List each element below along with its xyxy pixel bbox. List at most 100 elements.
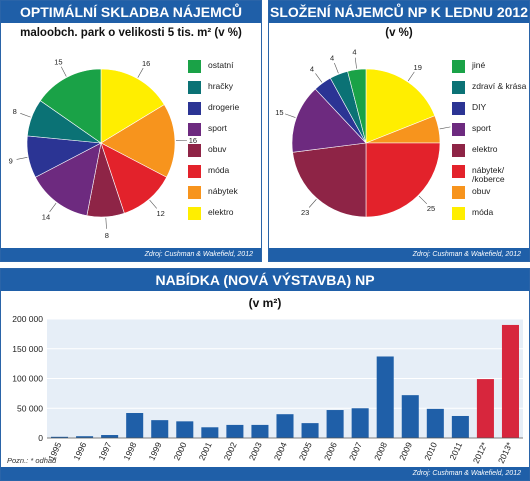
legend-swatch (452, 144, 465, 157)
pie-slice (100, 104, 176, 178)
pie-slice (291, 88, 367, 153)
legend-swatch (452, 186, 465, 199)
y-tick-label: 150 000 (12, 344, 43, 354)
legend-label: DIY (472, 102, 487, 112)
bar (251, 424, 269, 438)
pie-slice (34, 142, 102, 216)
bar (101, 435, 119, 438)
y-tick-label: 0 (38, 433, 43, 443)
chart-source: Zdroj: Cushman & Wakefield, 2012 (269, 248, 529, 261)
chart-panel-new-supply: NABÍDKA (NOVÁ VÝSTAVBA) NP (v m²) 0 50 00… (0, 268, 530, 481)
label-leader-line (20, 113, 31, 118)
x-tick-label: 1998 (121, 440, 138, 462)
bar (501, 324, 519, 438)
label-leader-line (284, 113, 296, 118)
label-leader-line (60, 66, 67, 77)
pie-chart-tenant-composition: 196252315444 (275, 48, 458, 218)
chart-panel-optimal-mix: OPTIMÁLNÍ SKLADBA NÁJEMCŮ maloobch. park… (0, 0, 262, 262)
x-tick-label: 2007 (347, 440, 364, 462)
chart-panel-tenant-composition: SLOŽENÍ NÁJEMCŮ NP K LEDNU 2012 (v %) 19… (268, 0, 530, 262)
chart-subtitle: maloobch. park o velikosti 5 tis. m² (v … (20, 27, 242, 39)
slice-value-label: 15 (54, 57, 62, 66)
x-tick-label: 2004 (272, 440, 289, 462)
legend-label: sport (472, 123, 491, 133)
legend-label: sport (208, 123, 227, 133)
legend-swatch (452, 102, 465, 115)
label-leader-line (418, 195, 428, 205)
slice-value-label: 4 (310, 65, 314, 74)
label-leader-line (308, 199, 317, 208)
bar (476, 379, 494, 438)
chart-title: OPTIMÁLNÍ SKLADBA NÁJEMCŮ (1, 1, 261, 23)
x-tick-label: 2002 (222, 440, 239, 462)
bar (401, 395, 419, 438)
slice-value-label: 14 (42, 213, 50, 222)
legend-label: móda (472, 207, 494, 217)
legend-label: obuv (472, 186, 491, 196)
pie-slice (365, 68, 436, 144)
bar (226, 424, 244, 438)
legend-swatch (188, 81, 201, 94)
x-tick-label: 2000 (172, 440, 189, 462)
bar (426, 408, 444, 438)
pie-slice (100, 68, 165, 144)
label-leader-line (49, 202, 57, 213)
pie-slice (347, 68, 367, 144)
label-leader-line (16, 157, 28, 160)
chart-title: NABÍDKA (NOVÁ VÝSTAVBA) NP (1, 269, 529, 291)
label-leader-line (315, 73, 323, 83)
legend-label: elektro (472, 144, 498, 154)
slice-value-label: 15 (275, 108, 283, 117)
x-tick-label: 2012* (471, 440, 490, 465)
slice-value-label: 9 (9, 157, 13, 166)
x-tick-label: 2010 (422, 440, 439, 462)
legend-swatch (188, 102, 201, 115)
legend-swatch (188, 123, 201, 136)
bar (301, 423, 319, 438)
x-tick-label: 2009 (397, 440, 414, 462)
x-tick-label: 2006 (322, 440, 339, 462)
slice-value-label: 16 (189, 136, 197, 145)
slice-value-label: 19 (414, 63, 422, 72)
legend-label: ostatní (208, 60, 234, 70)
label-leader-line (354, 57, 357, 69)
x-tick-label: 2001 (197, 440, 214, 462)
pie-slice (365, 142, 441, 218)
label-leader-line (137, 67, 144, 78)
legend-swatch (452, 123, 465, 136)
chart-source: Zdroj: Cushman & Wakefield, 2012 (1, 467, 529, 480)
chart-title: SLOŽENÍ NÁJEMCŮ NP K LEDNU 2012 (269, 1, 529, 23)
pie-slice (39, 68, 102, 144)
pie-slice (292, 142, 367, 218)
bar (376, 356, 394, 438)
x-tick-label: 2005 (297, 440, 314, 462)
bar (326, 410, 344, 438)
x-tick-label: 1996 (71, 440, 88, 462)
label-leader-line (149, 199, 157, 209)
bar (201, 427, 219, 438)
y-tick-label: 50 000 (17, 403, 43, 413)
legend-label: hračky (208, 81, 234, 91)
bar (451, 415, 469, 438)
legend-swatch (188, 165, 201, 178)
legend-swatch (188, 186, 201, 199)
label-leader-line (334, 62, 339, 74)
pie-chart-optimal-mix: 16 16 12 8 14 9 8 15 (9, 57, 198, 239)
legend-label: móda (208, 165, 230, 175)
bar (276, 414, 294, 438)
legend-label: drogerie (208, 102, 240, 112)
bar (76, 436, 94, 438)
slice-value-label: 4 (330, 53, 334, 62)
x-tick-label: 1999 (146, 440, 163, 462)
legend-swatch (188, 60, 201, 73)
chart-subtitle: (v m²) (248, 296, 282, 310)
legend-label: zdraví & krása (472, 81, 527, 91)
legend-swatch (452, 207, 465, 220)
label-leader-line (105, 217, 107, 229)
slice-value-label: 8 (13, 107, 17, 116)
slice-value-label: 4 (352, 48, 356, 57)
x-tick-label: 2003 (247, 440, 264, 462)
legend-label: jiné (472, 60, 486, 70)
bar (151, 420, 169, 438)
